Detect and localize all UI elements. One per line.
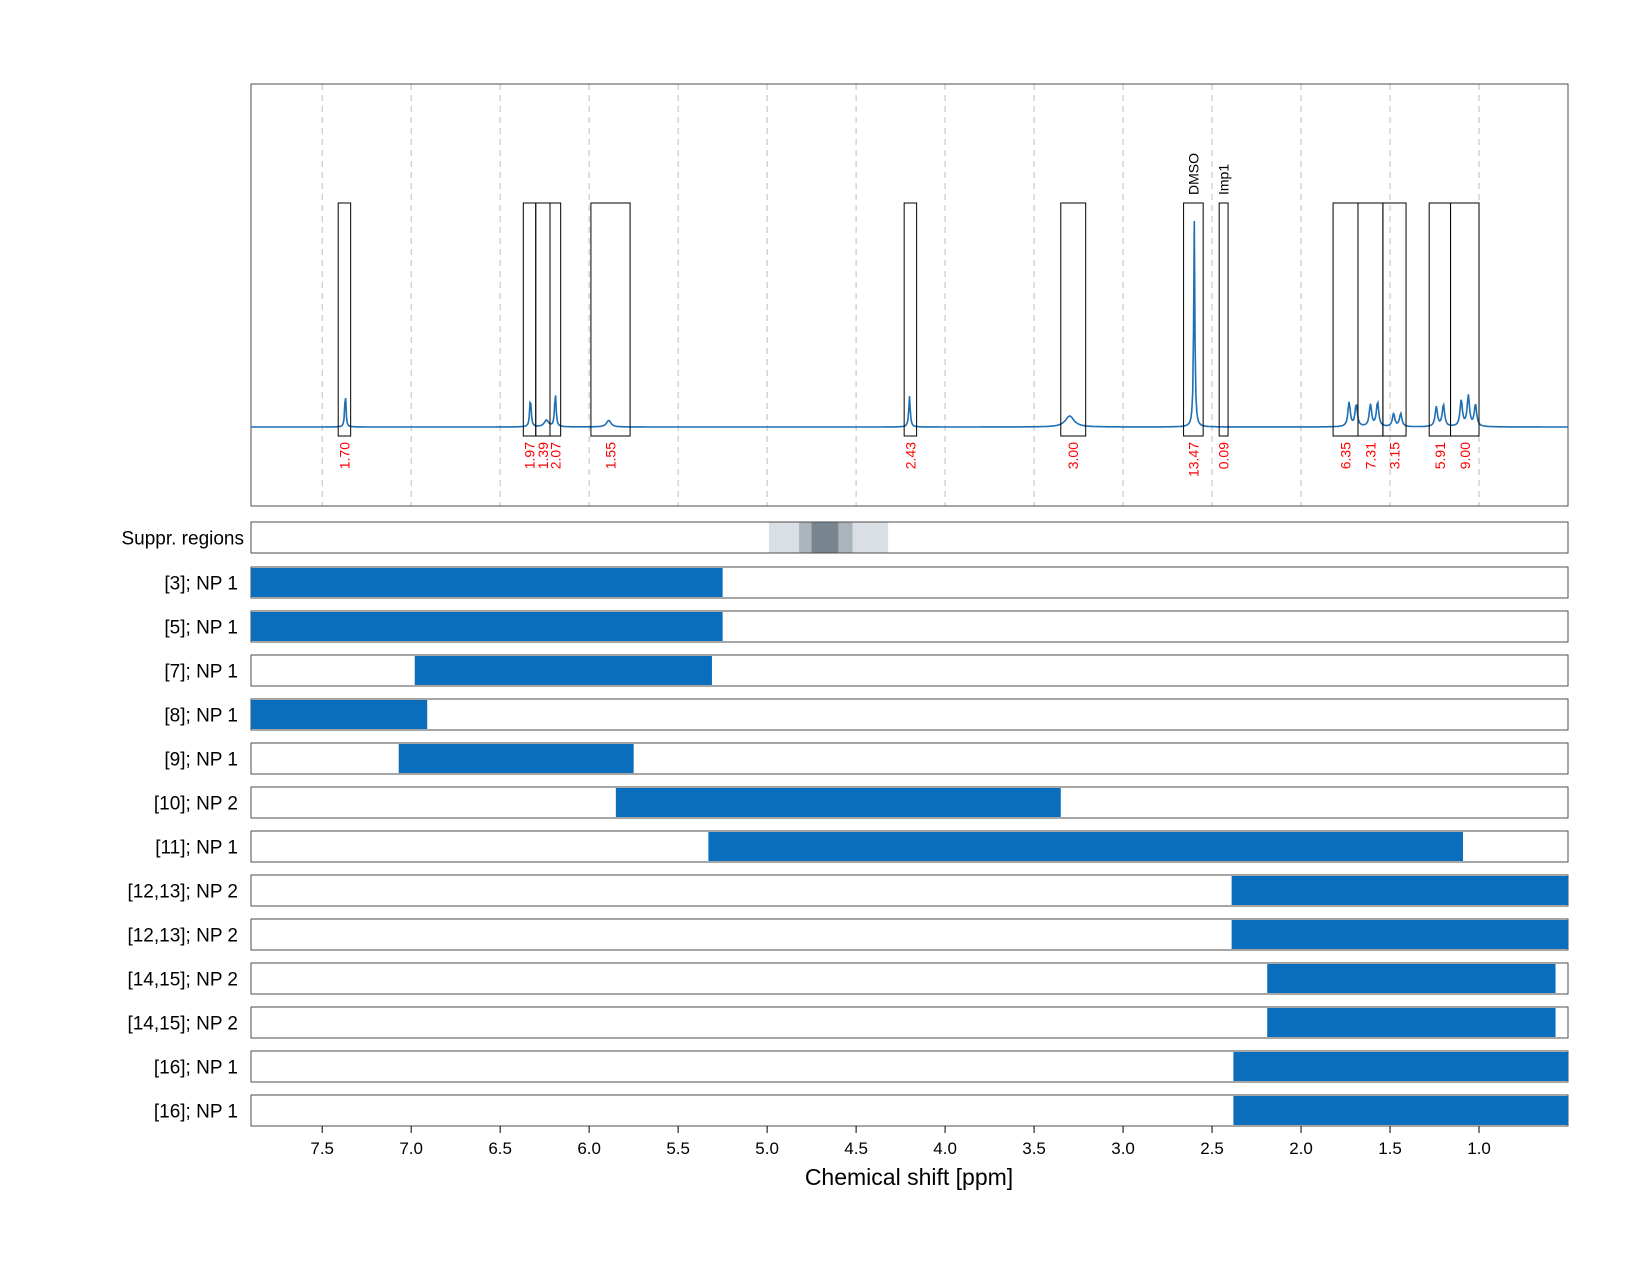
- integral-value: 3.00: [1065, 442, 1081, 469]
- assignment-bar: [708, 832, 1463, 861]
- x-tick-label: 1.0: [1467, 1139, 1491, 1158]
- x-axis-label: Chemical shift [ppm]: [805, 1164, 1013, 1190]
- assignment-row-label: [16]; NP 1: [154, 1102, 238, 1123]
- integral-region-box: [1382, 202, 1407, 437]
- assignment-bar: [1231, 920, 1568, 949]
- assignment-bar: [1231, 876, 1568, 905]
- integral-region-box: [1183, 202, 1204, 437]
- assignment-row-frame: [250, 698, 1569, 731]
- integral-region-box: [1450, 202, 1480, 437]
- integral-region-box: [337, 202, 352, 437]
- assignment-row-label: [5]; NP 1: [164, 618, 238, 639]
- integral-value: 1.70: [336, 442, 352, 469]
- integral-region-box: [1332, 202, 1359, 437]
- x-tick-label: 3.0: [1111, 1139, 1135, 1158]
- assignment-row-label: [3]; NP 1: [164, 574, 238, 595]
- suppressed-label: Suppr. regions: [121, 529, 244, 550]
- spectrum-panel: 1.70 1.971.392.07 1.55 2.43 3.00 13.47 DMSO 0.0…: [250, 83, 1569, 507]
- assignment-row-label: [8]; NP 1: [164, 706, 238, 727]
- suppressed-frame: [250, 521, 1569, 554]
- x-tick-label: 6.5: [488, 1139, 512, 1158]
- assignment-rows-panel: [3]; NP 1 [5]; NP 1 [7]; NP 1 [8]; NP 1 [9];…: [127, 566, 1569, 1127]
- assignment-bar: [398, 744, 634, 773]
- integral-region-box: [535, 202, 551, 437]
- assignment-bar: [251, 568, 723, 597]
- assignment-row-label: [12,13]; NP 2: [127, 926, 238, 947]
- integral-value: 2.43: [902, 442, 918, 469]
- integral-value: 7.31: [1362, 442, 1378, 469]
- integral-region-label: Imp1: [1216, 164, 1232, 195]
- assignment-bar: [1267, 1008, 1556, 1037]
- integral-value: 1.39: [535, 442, 551, 469]
- assignment-row-label: [11]; NP 1: [155, 838, 238, 859]
- integral-region-box: [1060, 202, 1087, 437]
- integral-region-box: [903, 202, 918, 437]
- integral-value: 0.09: [1216, 442, 1232, 469]
- assignment-bar: [414, 656, 712, 685]
- integral-region-box: [549, 202, 562, 437]
- assignment-bar: [1233, 1096, 1568, 1125]
- assignment-row-label: [7]; NP 1: [164, 662, 238, 683]
- integral-value: 6.35: [1338, 442, 1354, 469]
- assignment-bar: [1233, 1052, 1568, 1081]
- suppressed-band: [811, 522, 839, 553]
- x-tick-label: 4.5: [844, 1139, 868, 1158]
- x-tick-label: 1.5: [1378, 1139, 1402, 1158]
- spectrum-line: [251, 220, 1568, 428]
- integral-region-box: [590, 202, 631, 437]
- integral-region-label: DMSO: [1185, 153, 1201, 195]
- assignment-bar: [1267, 964, 1556, 993]
- assignment-row-label: [12,13]; NP 2: [127, 882, 238, 903]
- integral-value: 2.07: [547, 442, 563, 469]
- assignment-row-label: [14,15]; NP 2: [127, 1014, 238, 1035]
- x-tick-label: 3.5: [1022, 1139, 1046, 1158]
- integral-value: 1.97: [522, 442, 538, 469]
- assignment-bar: [251, 612, 723, 641]
- x-tick-label: 2.5: [1200, 1139, 1224, 1158]
- grid-lines: [321, 84, 1480, 506]
- x-tick-label: 7.5: [310, 1139, 334, 1158]
- x-axis: 7.5 7.0 6.5 6.0 5.5 5.0 4.5 4.0 3.5 3.0 2.5 2.0 1.5 1…: [310, 1126, 1491, 1158]
- integral-value: 13.47: [1185, 442, 1201, 477]
- assignment-bar: [615, 788, 1061, 817]
- integral-region-box: [1218, 202, 1229, 437]
- x-tick-label: 6.0: [577, 1139, 601, 1158]
- spectrum-frame: [250, 83, 1569, 507]
- x-tick-label: 5.0: [755, 1139, 779, 1158]
- integral-value: 5.91: [1432, 442, 1448, 469]
- assignment-row-label: [14,15]; NP 2: [127, 970, 238, 991]
- x-tick-label: 4.0: [933, 1139, 957, 1158]
- assignment-bar: [251, 700, 428, 729]
- x-tick-label: 7.0: [399, 1139, 423, 1158]
- integral-value: 1.55: [603, 442, 619, 469]
- integral-value: 9.00: [1457, 442, 1473, 469]
- assignment-row-label: [10]; NP 2: [154, 794, 238, 815]
- integral-region-box: [1357, 202, 1384, 437]
- integral-region-box: [1428, 202, 1452, 437]
- x-tick-label: 5.5: [666, 1139, 690, 1158]
- assignment-row-label: [16]; NP 1: [154, 1058, 238, 1079]
- suppressed-regions-panel: Suppr. regions: [121, 521, 1569, 554]
- assignment-row-label: [9]; NP 1: [164, 750, 238, 771]
- integral-value: 3.15: [1386, 442, 1402, 469]
- x-tick-label: 2.0: [1289, 1139, 1313, 1158]
